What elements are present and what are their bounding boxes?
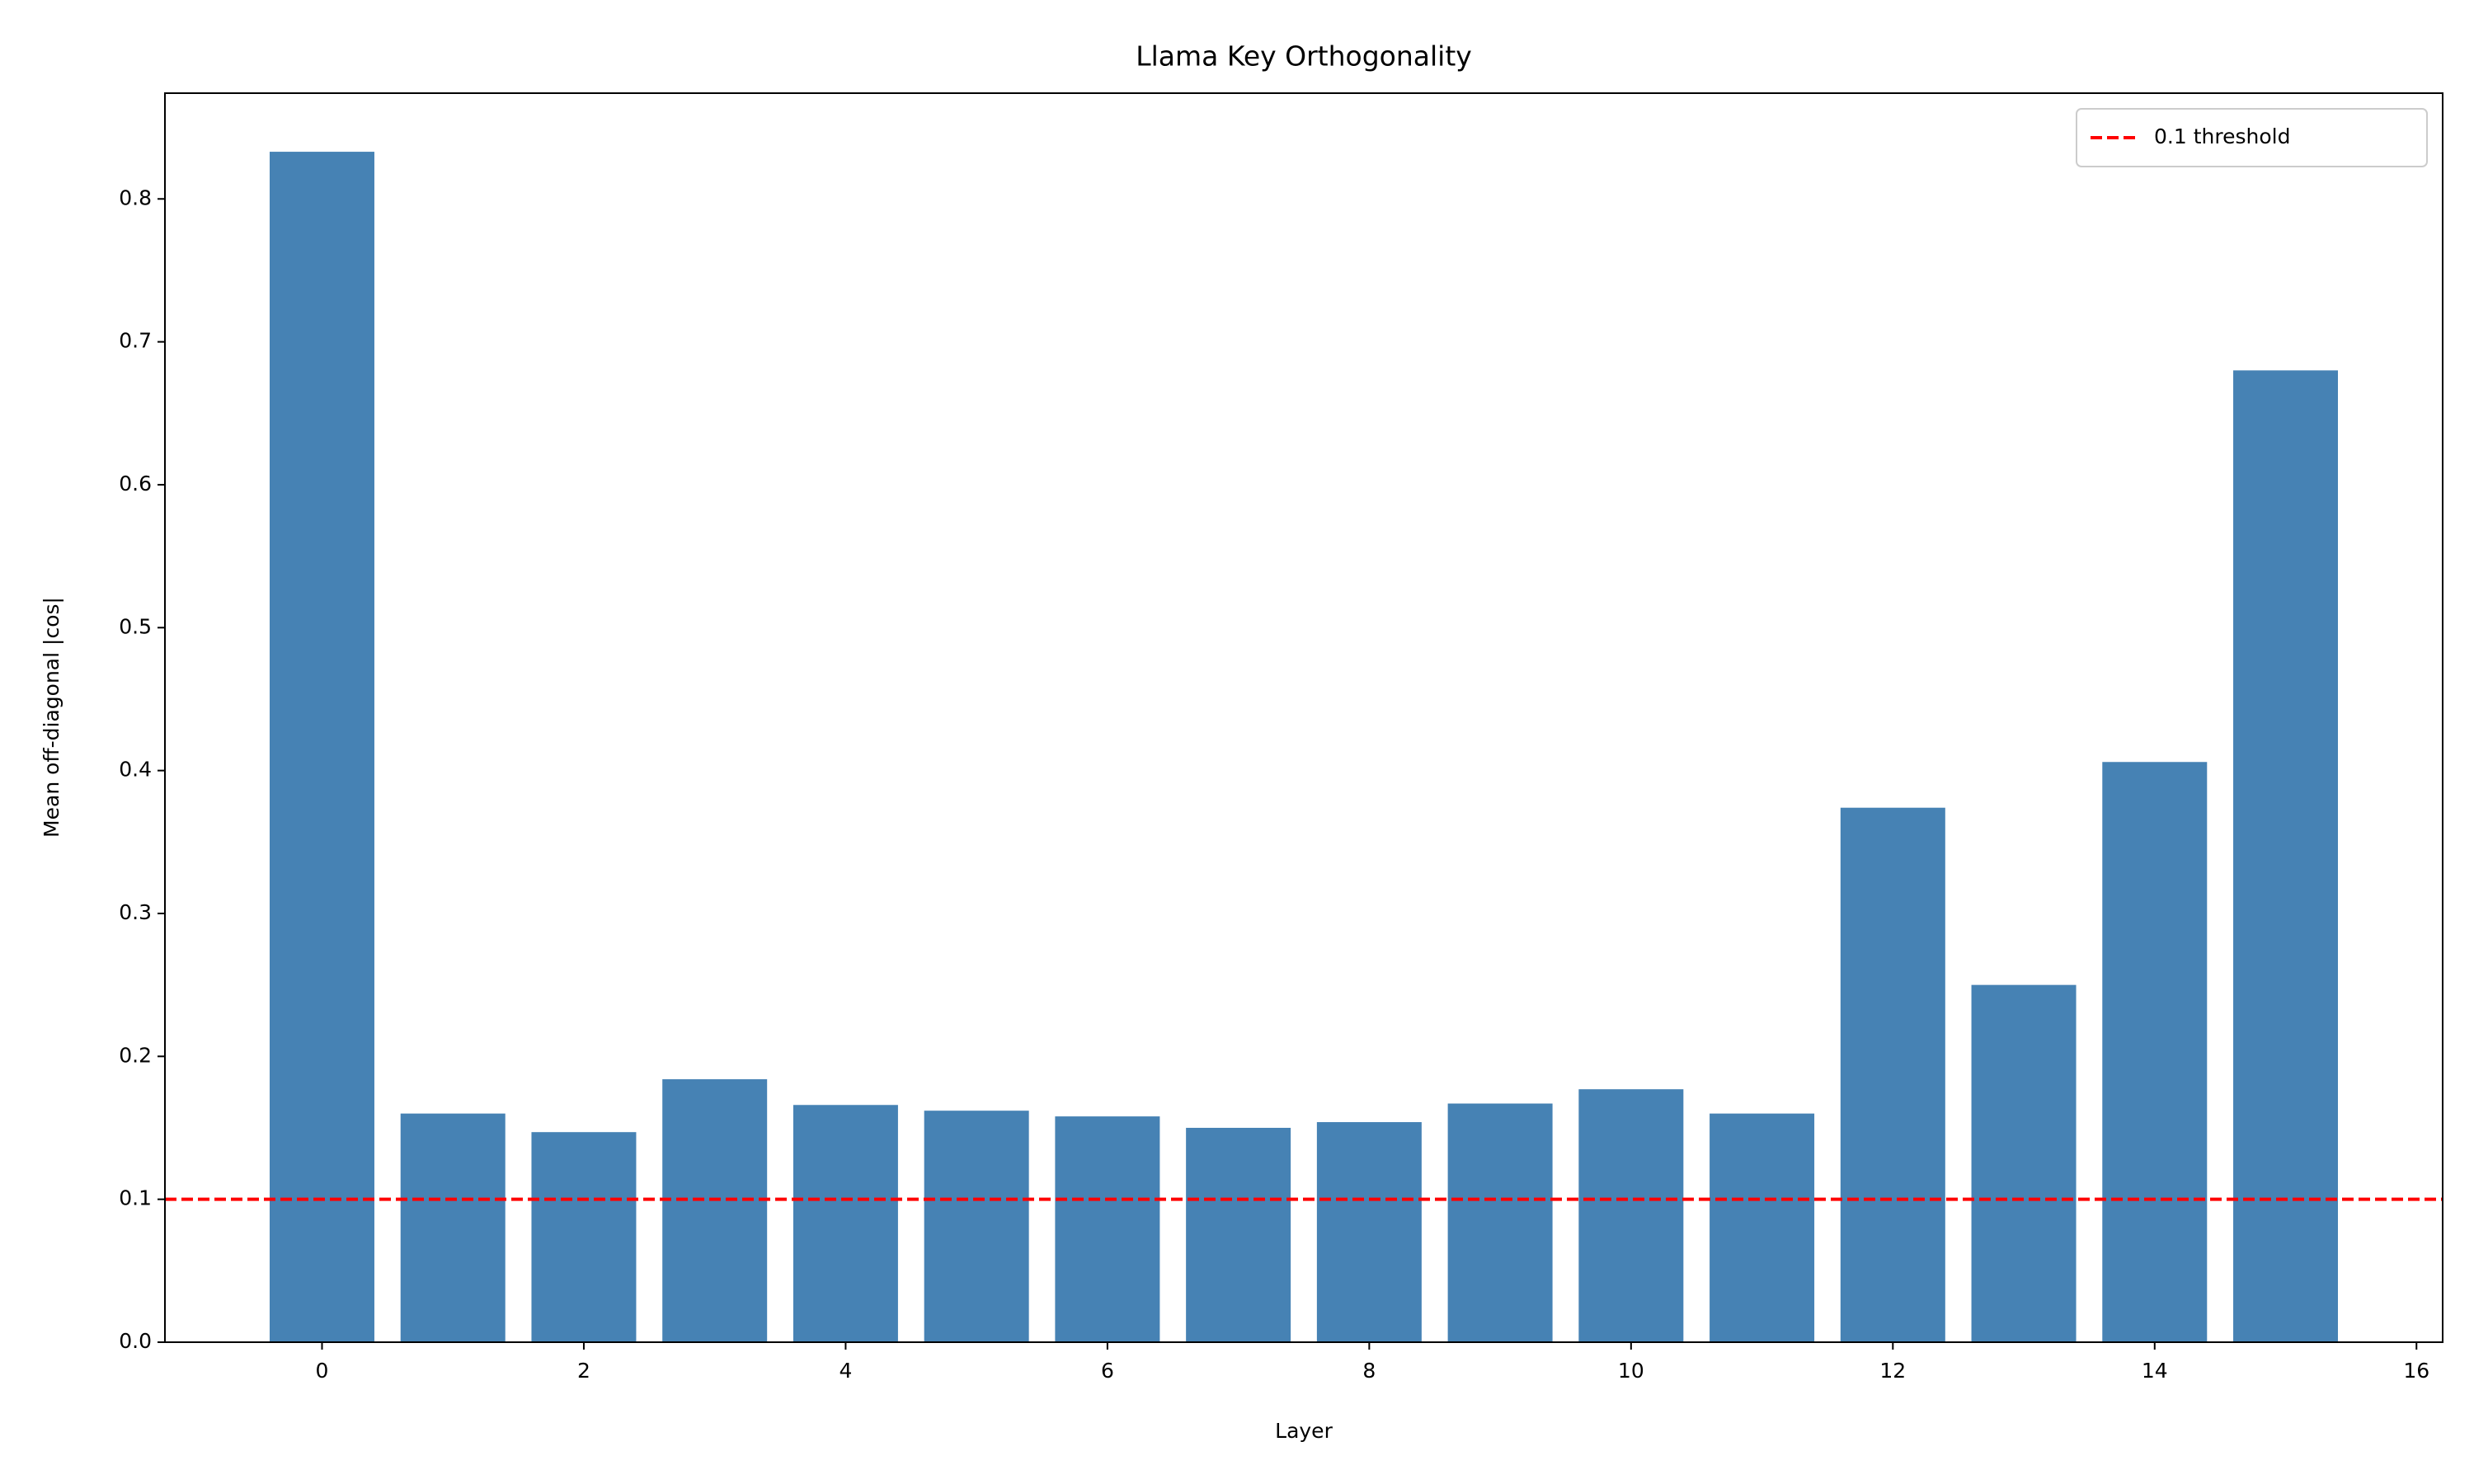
x-tick-label: 2 [577,1359,590,1383]
bar [1971,984,2077,1342]
x-tick-label: 14 [2142,1359,2168,1383]
bar [2233,370,2339,1342]
bar [924,1111,1029,1342]
y-tick-label: 0.0 [119,1329,152,1353]
bar [400,1113,506,1342]
bar [1710,1113,1815,1342]
bar [531,1132,637,1342]
bar [1447,1103,1553,1342]
legend-label: 0.1 threshold [2154,124,2290,148]
y-tick-label: 0.5 [119,614,152,638]
bar [1186,1127,1291,1342]
bar [1840,807,1945,1342]
plot-frame [164,92,2443,1343]
x-tick-label: 6 [1101,1359,1114,1383]
x-tick-label: 10 [1618,1359,1644,1383]
y-tick-label: 0.6 [119,472,152,495]
bar [662,1079,768,1342]
legend-box [2076,108,2428,167]
y-tick-label: 0.3 [119,900,152,924]
x-tick-label: 0 [316,1359,329,1383]
bar [1578,1089,1684,1342]
bar [793,1105,898,1342]
bar [2102,762,2208,1342]
x-tick-label: 12 [1879,1359,1906,1383]
y-tick-label: 0.2 [119,1043,152,1067]
y-tick-label: 0.7 [119,329,152,353]
y-tick-label: 0.4 [119,758,152,782]
y-tick-label: 0.1 [119,1186,152,1210]
y-axis-label: Mean off-diagonal |cos| [40,597,63,838]
y-tick-label: 0.8 [119,186,152,209]
chart-title: Llama Key Orthogonality [1136,40,1472,73]
x-tick-label: 16 [2403,1359,2429,1383]
bar [1055,1116,1160,1342]
bar [269,152,374,1342]
x-axis-label: Layer [1275,1419,1333,1443]
x-tick-label: 4 [839,1359,852,1383]
x-tick-label: 8 [1362,1359,1376,1383]
bar [1316,1122,1422,1342]
